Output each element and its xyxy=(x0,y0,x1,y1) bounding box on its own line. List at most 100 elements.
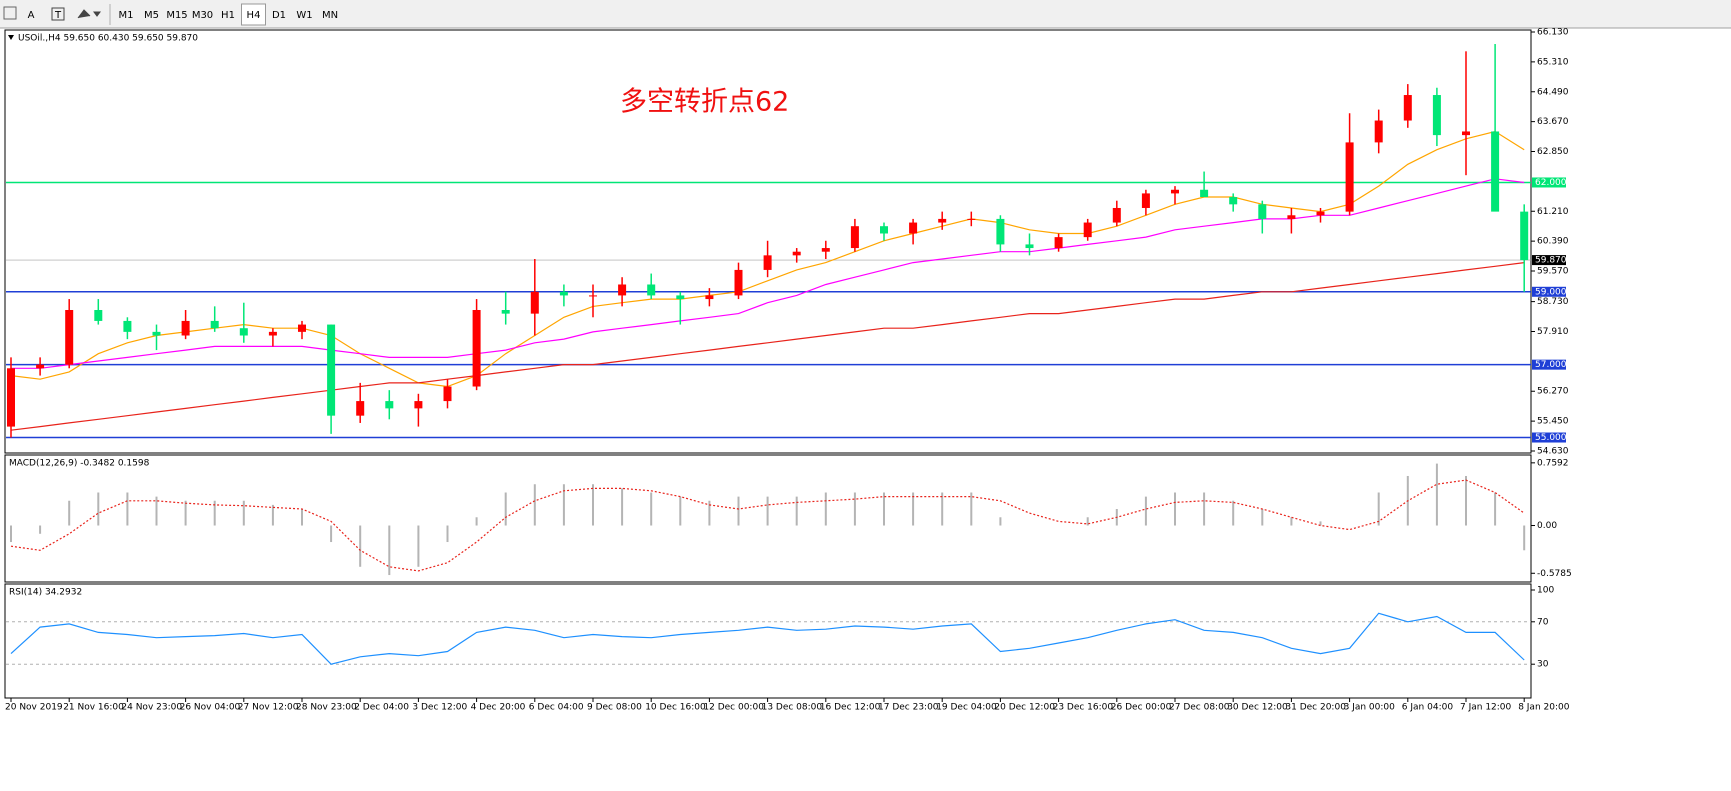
timeframe-active xyxy=(241,3,266,26)
moving-average xyxy=(11,178,1525,369)
candle-body xyxy=(152,331,161,336)
macd-bar xyxy=(1435,463,1438,526)
x-tick-label: 12 Dec 00:00 xyxy=(703,703,764,713)
x-tick-label: 10 Dec 16:00 xyxy=(645,703,706,713)
candle-body xyxy=(181,320,190,336)
x-tick-label: 3 Dec 12:00 xyxy=(412,703,467,713)
y-tick-label: 58.730 xyxy=(1537,297,1569,307)
y-tick-label: 57.910 xyxy=(1537,327,1569,337)
macd-bar xyxy=(68,500,71,526)
timeframe-button[interactable]: H1 xyxy=(221,10,235,21)
macd-bar xyxy=(126,492,129,526)
y-tick-label: 70 xyxy=(1537,617,1549,627)
macd-bar xyxy=(708,500,711,526)
macd-bar xyxy=(1377,492,1380,526)
macd-bar xyxy=(1290,517,1293,526)
macd-bar xyxy=(1523,525,1526,551)
macd-bar xyxy=(795,496,798,526)
x-tick-label: 26 Dec 00:00 xyxy=(1111,703,1172,713)
candle-body xyxy=(1083,222,1092,238)
macd-bar xyxy=(1465,475,1467,526)
toolbar xyxy=(0,0,1731,28)
rsi-pane xyxy=(4,583,1532,699)
x-tick-label: 27 Dec 08:00 xyxy=(1169,703,1230,713)
crosshair-icon[interactable] xyxy=(3,6,17,20)
level-tag xyxy=(1532,432,1566,443)
x-tick-label: 8 Jan 20:00 xyxy=(1518,703,1570,713)
timeframe-button[interactable]: H4 xyxy=(247,10,261,21)
x-tick-label: 30 Dec 12:00 xyxy=(1227,703,1288,713)
candle-body xyxy=(1374,120,1383,143)
y-tick-label: -0.5785 xyxy=(1537,569,1572,579)
candle-body xyxy=(909,222,918,234)
candle-body xyxy=(850,226,859,249)
level-label: 62.000 xyxy=(1535,178,1567,188)
y-tick-label: 65.310 xyxy=(1537,57,1569,67)
timeframe-button[interactable]: M5 xyxy=(144,10,159,21)
timeframe-button[interactable]: MN xyxy=(322,10,338,21)
candle-body xyxy=(239,328,248,336)
macd-bar xyxy=(912,492,915,526)
macd-pane xyxy=(4,454,1532,583)
x-tick-label: 31 Dec 20:00 xyxy=(1285,703,1346,713)
chart-header: USOil.,H4 59.650 60.430 59.650 59.870 xyxy=(18,34,198,44)
y-tick-label: 56.270 xyxy=(1537,387,1569,397)
macd-bar xyxy=(39,525,42,534)
macd-bar xyxy=(562,484,565,526)
moving-average xyxy=(10,130,1525,388)
macd-bar xyxy=(679,496,682,526)
timeframe-button[interactable]: M15 xyxy=(166,10,187,21)
x-tick-label: 26 Nov 04:00 xyxy=(180,703,241,713)
shapes-tool[interactable] xyxy=(77,9,101,19)
x-tick-label: 19 Dec 04:00 xyxy=(936,703,997,713)
candle-body xyxy=(618,284,627,296)
candle-body xyxy=(1316,211,1325,216)
y-tick-label: 61.210 xyxy=(1537,207,1569,217)
timeframe-button[interactable]: D1 xyxy=(272,10,286,21)
y-tick-label: 0.00 xyxy=(1537,521,1557,531)
collapse-arrow[interactable] xyxy=(8,35,14,40)
y-tick-label: 54.630 xyxy=(1537,447,1569,457)
macd-bar xyxy=(824,492,827,526)
y-tick-label: 63.670 xyxy=(1537,117,1569,127)
candle-body xyxy=(1025,244,1034,249)
macd-bar xyxy=(446,525,449,543)
y-tick-label: 66.130 xyxy=(1537,28,1569,38)
level-tag xyxy=(1532,359,1566,370)
candle-body xyxy=(414,401,423,409)
annotation: 多空转折点62 xyxy=(620,87,789,118)
timeframe-button[interactable]: M30 xyxy=(192,10,213,21)
candle-body xyxy=(938,218,947,223)
x-tick-label: 24 Nov 23:00 xyxy=(121,703,182,713)
macd-bar xyxy=(271,504,274,526)
timeframe-button[interactable]: W1 xyxy=(296,10,312,21)
candle-body xyxy=(1520,211,1529,261)
timeframe-button[interactable]: M1 xyxy=(119,10,134,21)
macd-bar xyxy=(475,517,478,526)
candle-body xyxy=(36,364,45,369)
candle-body xyxy=(443,386,452,402)
candle-body xyxy=(1054,237,1063,249)
last-price-label: 59.870 xyxy=(1535,256,1567,266)
candle-body xyxy=(7,368,15,427)
macd-bar xyxy=(504,492,507,526)
rsi-title: RSI(14) 34.2932 xyxy=(9,588,82,598)
rsi-line xyxy=(10,612,1525,665)
candle-body xyxy=(1432,95,1441,136)
x-tick-label: 6 Dec 04:00 xyxy=(529,703,584,713)
candle-body xyxy=(1345,142,1354,212)
x-tick-label: 23 Dec 16:00 xyxy=(1053,703,1114,713)
candle-body xyxy=(1200,189,1209,198)
candle-body xyxy=(821,248,830,252)
x-tick-label: 4 Dec 20:00 xyxy=(471,703,526,713)
label-tool-box xyxy=(51,7,65,21)
macd-bar xyxy=(650,492,653,526)
y-tick-label: 55.450 xyxy=(1537,417,1569,427)
label-tool[interactable]: T xyxy=(54,10,62,21)
macd-bar xyxy=(1144,496,1147,526)
candle-body xyxy=(763,255,772,270)
macd-bar xyxy=(621,488,624,526)
text-tool[interactable]: A xyxy=(28,10,35,21)
candle-body xyxy=(705,295,714,300)
candle-body xyxy=(385,401,394,409)
